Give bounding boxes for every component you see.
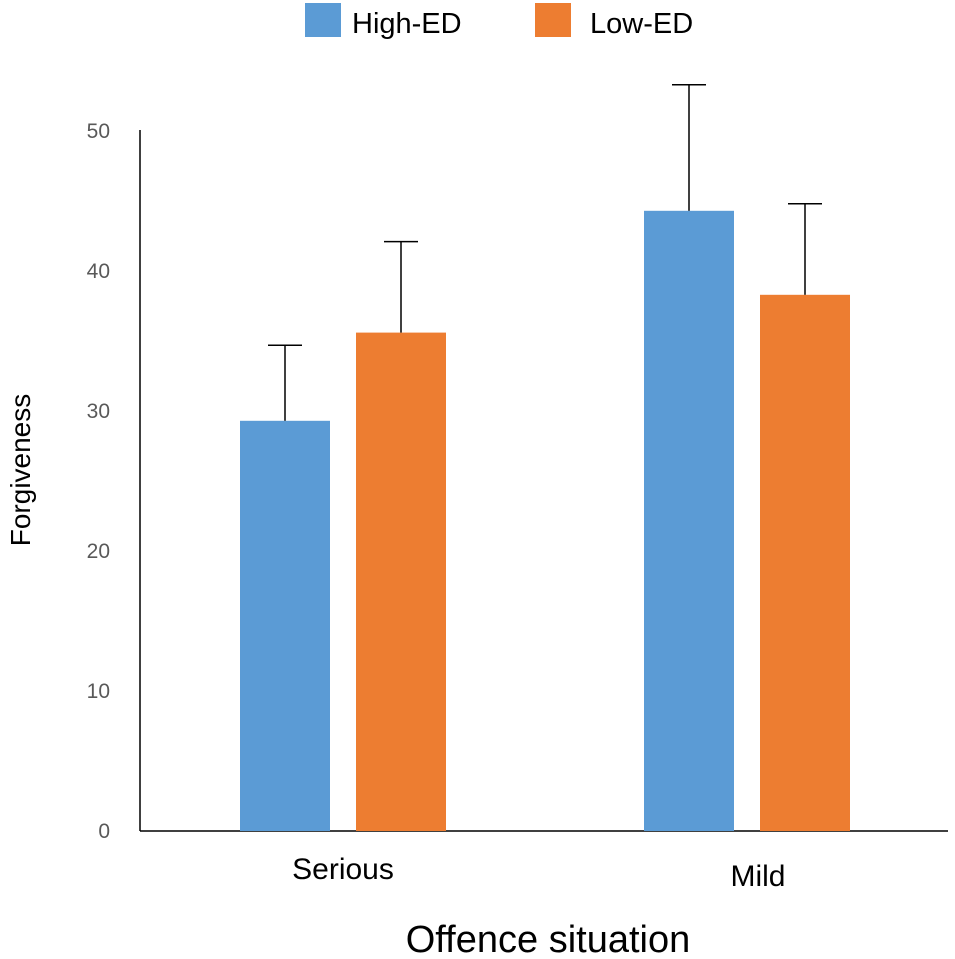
error-bars: [268, 84, 822, 421]
legend-label-low-ed: Low-ED: [590, 8, 693, 40]
y-tick-labels: 0 10 20 30 40 50: [87, 120, 110, 843]
legend-swatch-low-ed: [535, 3, 571, 37]
y-tick-label: 20: [87, 540, 110, 563]
y-axis-title: Forgiveness: [5, 394, 36, 547]
y-tick-label: 0: [98, 820, 110, 843]
x-axis-title: Offence situation: [406, 919, 690, 959]
bar-high-ed-mild: [644, 210, 734, 832]
y-tick-label: 50: [87, 120, 110, 143]
y-tick-label: 40: [87, 260, 110, 283]
y-tick-label: 10: [87, 680, 110, 703]
category-label-serious: Serious: [292, 853, 394, 886]
error-bar-high-ed-serious: [268, 344, 302, 421]
legend-swatch-high-ed: [305, 3, 341, 37]
y-tick-label: 30: [87, 400, 110, 423]
legend: High-ED Low-ED: [305, 3, 693, 40]
bar-low-ed-mild: [760, 294, 850, 831]
error-bar-low-ed-mild: [788, 203, 822, 295]
error-bar-high-ed-mild: [672, 84, 706, 211]
error-bar-low-ed-serious: [384, 240, 418, 333]
bar-high-ed-serious: [240, 420, 330, 831]
bar-low-ed-serious: [356, 332, 446, 831]
category-label-mild: Mild: [730, 860, 785, 893]
legend-label-high-ed: High-ED: [352, 8, 462, 40]
bars: [240, 210, 850, 832]
